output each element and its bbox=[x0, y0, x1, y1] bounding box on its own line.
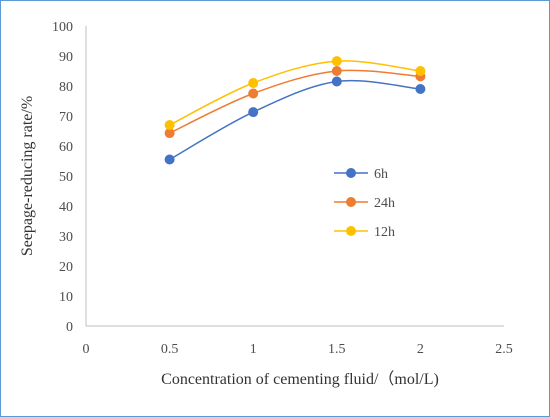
series-6h bbox=[164, 76, 426, 165]
legend-item: 24h bbox=[334, 196, 395, 211]
data-point bbox=[248, 107, 259, 118]
axes bbox=[85, 26, 504, 327]
series-12h bbox=[164, 56, 426, 130]
x-tick-label: 0.5 bbox=[161, 342, 179, 357]
data-point bbox=[331, 66, 342, 76]
data-point bbox=[164, 128, 175, 139]
y-tick-label: 40 bbox=[59, 200, 73, 215]
series-group bbox=[164, 56, 426, 165]
legend-marker bbox=[346, 226, 356, 236]
legend: 6h 24h 12h bbox=[334, 167, 395, 240]
series-line bbox=[169, 69, 421, 134]
series-24h bbox=[164, 66, 426, 139]
y-tick-label: 10 bbox=[59, 290, 73, 305]
x-tick-label: 2 bbox=[417, 342, 424, 357]
series-line bbox=[169, 60, 421, 126]
x-tick-label: 0 bbox=[83, 342, 90, 357]
data-point bbox=[331, 56, 342, 67]
data-point bbox=[164, 154, 175, 165]
y-tick-label: 90 bbox=[59, 50, 73, 65]
x-tick-label: 1 bbox=[250, 342, 257, 357]
legend-item: 12h bbox=[334, 225, 395, 240]
y-tick-label: 0 bbox=[66, 320, 73, 335]
y-tick-label: 80 bbox=[59, 80, 73, 95]
data-point bbox=[415, 84, 426, 94]
y-axis-title: Seepage-reducing rate/% bbox=[19, 96, 36, 256]
series-line bbox=[169, 79, 421, 161]
legend-label: 6h bbox=[374, 167, 388, 182]
y-tick-label: 20 bbox=[59, 260, 73, 275]
legend-marker bbox=[346, 197, 356, 207]
x-tick-labels: 0 0.5 1 1.5 2 2.5 bbox=[83, 342, 513, 357]
legend-marker bbox=[346, 168, 356, 178]
data-point bbox=[331, 76, 342, 87]
y-tick-labels: 0 10 20 30 40 50 60 70 80 90 100 bbox=[52, 20, 73, 335]
data-point bbox=[248, 88, 259, 99]
x-tick-label: 2.5 bbox=[495, 342, 513, 357]
legend-item: 6h bbox=[334, 167, 388, 182]
y-tick-label: 70 bbox=[59, 110, 73, 125]
y-tick-label: 60 bbox=[59, 140, 73, 155]
legend-label: 12h bbox=[374, 225, 395, 240]
data-point bbox=[164, 120, 175, 130]
y-tick-label: 30 bbox=[59, 230, 73, 245]
x-axis-title: Concentration of cementing fluid/（mol/L) bbox=[161, 370, 439, 388]
y-tick-label: 50 bbox=[59, 170, 73, 185]
x-tick-label: 1.5 bbox=[328, 342, 346, 357]
data-point bbox=[248, 78, 259, 88]
y-tick-label: 100 bbox=[52, 20, 73, 35]
legend-label: 24h bbox=[374, 196, 395, 211]
data-point bbox=[415, 66, 426, 76]
